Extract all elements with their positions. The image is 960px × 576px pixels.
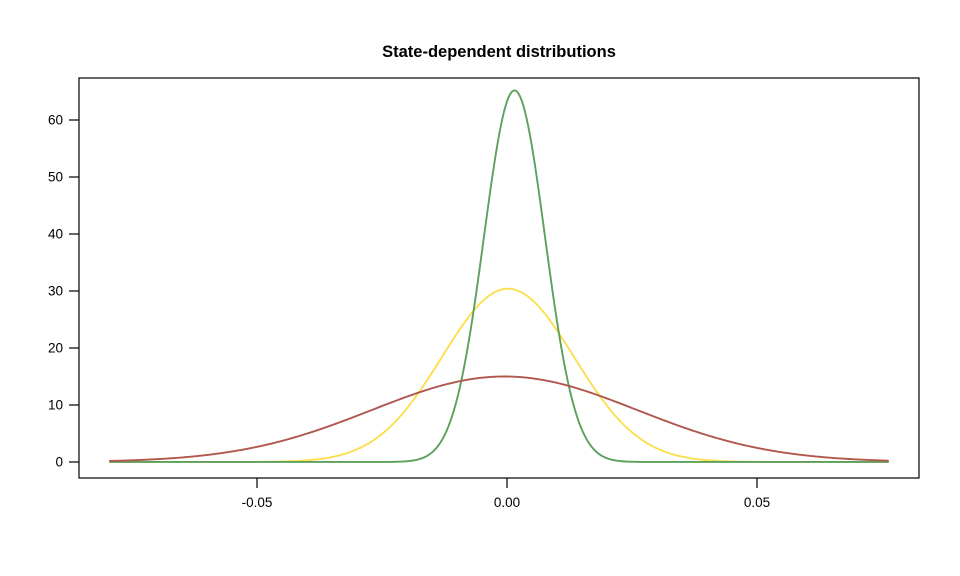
axes-layer: -0.05 0.00 0.05 0 10 20 30 40 50 60 (48, 77, 920, 510)
y-axis-tick-label: 40 (48, 226, 63, 241)
state-1-distribution (109, 375, 889, 462)
state-2-distribution (109, 287, 889, 463)
x-axis-tick-label: -0.05 (242, 495, 273, 510)
y-axis-tick-label: 30 (48, 283, 63, 298)
x-axis-tick-label: 0.00 (494, 495, 520, 510)
y-axis-tick-label: 20 (48, 340, 63, 355)
y-axis-tick-label: 0 (55, 454, 63, 469)
state-3-distribution (109, 89, 889, 463)
plot-box (78, 77, 920, 479)
y-axis-tick-label: 60 (48, 113, 63, 128)
y-axis-tick-label: 10 (48, 397, 63, 412)
chart-title: State-dependent distributions (382, 43, 616, 61)
series-layer (109, 89, 889, 463)
x-axis-tick-label: 0.05 (744, 495, 770, 510)
y-axis-tick-label: 50 (48, 170, 63, 185)
